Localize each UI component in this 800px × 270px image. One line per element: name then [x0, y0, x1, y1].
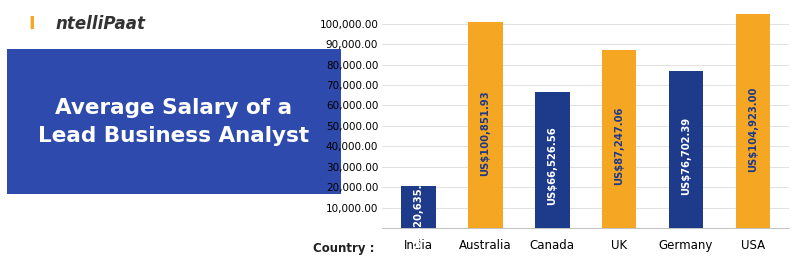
Bar — [602, 50, 637, 228]
Bar — [735, 14, 770, 228]
Text: Average Salary of a
Lead Business Analyst: Average Salary of a Lead Business Analys… — [38, 97, 310, 146]
FancyBboxPatch shape — [7, 49, 341, 194]
Bar — [401, 186, 436, 228]
Text: US$20,635.58: US$20,635.58 — [414, 170, 423, 248]
Text: US$66,526.56: US$66,526.56 — [547, 126, 557, 205]
Text: ntelliPaat: ntelliPaat — [56, 15, 146, 33]
Text: US$104,923.00: US$104,923.00 — [748, 87, 758, 172]
Text: US$100,851.93: US$100,851.93 — [480, 90, 490, 176]
Bar — [468, 22, 502, 228]
Text: I: I — [28, 15, 34, 33]
Text: US$76,702.39: US$76,702.39 — [681, 117, 691, 195]
Bar — [669, 71, 703, 228]
Text: US$87,247.06: US$87,247.06 — [614, 107, 624, 185]
Text: Country :: Country : — [313, 242, 378, 255]
Bar — [534, 92, 570, 228]
